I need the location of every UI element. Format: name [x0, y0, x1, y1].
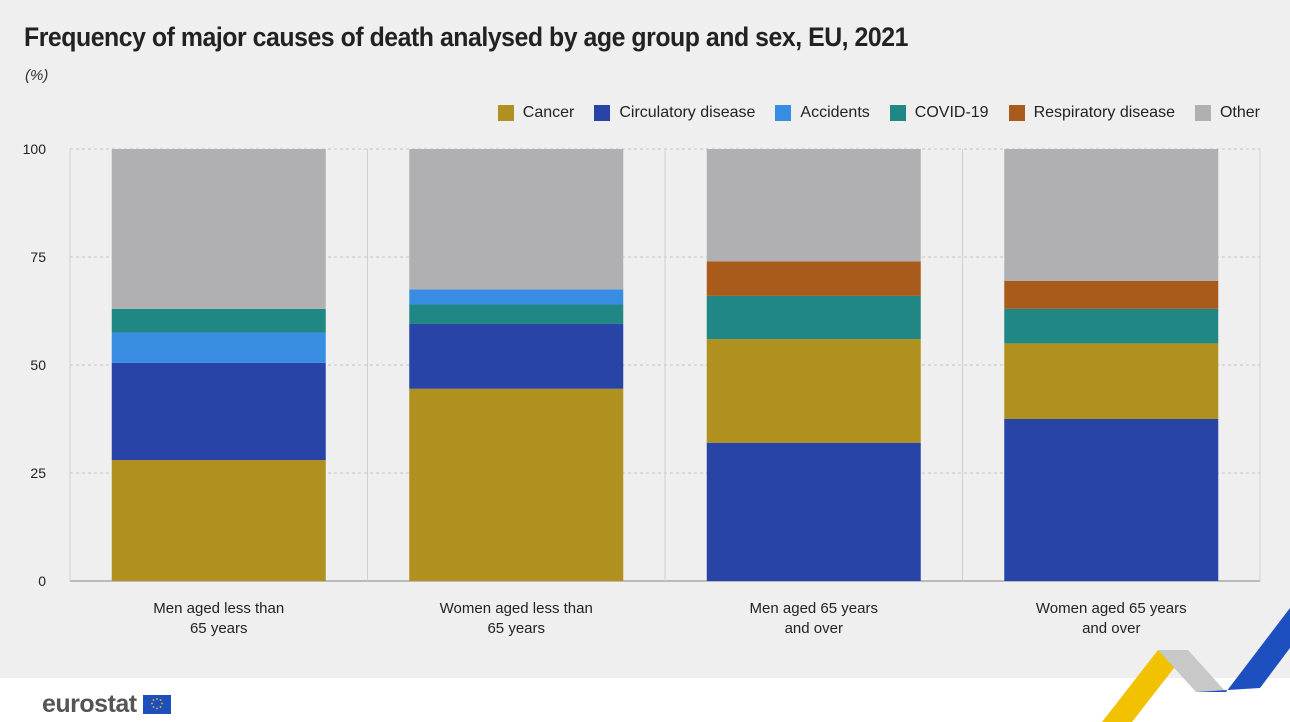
legend-swatch [497, 105, 514, 121]
bar-segment-other [111, 149, 326, 309]
bar-segment-circulatory-disease [706, 442, 921, 581]
eu-flag-icon [142, 695, 171, 714]
bar-segment-accidents [409, 289, 624, 305]
bar-segment-cancer [1004, 343, 1219, 419]
legend-item-covid-19: COVID-19 [889, 104, 989, 122]
legend-label: COVID-19 [914, 104, 989, 121]
bar-segment-circulatory-disease [111, 362, 326, 461]
legend-swatch [594, 105, 611, 121]
bar-segment-circulatory-disease [409, 323, 624, 389]
chart-title: Frequency of major causes of death analy… [24, 22, 908, 52]
bar-segment-covid-19 [409, 304, 624, 324]
y-tick-label: 25 [30, 465, 46, 481]
legend-label: Cancer [522, 104, 575, 121]
ribbon-blue [1196, 608, 1290, 692]
bar-segment-accidents [111, 332, 326, 363]
x-category-label: Women aged 65 years [1036, 600, 1187, 617]
bar-segment-covid-19 [111, 308, 326, 333]
bar-segment-other [706, 149, 921, 262]
legend-item-cancer: Cancer [497, 104, 575, 122]
bar-segment-cancer [111, 460, 326, 581]
ribbon-grey [1158, 650, 1226, 692]
legend-label: Respiratory disease [1033, 104, 1175, 121]
legend-item-respiratory-disease: Respiratory disease [1008, 104, 1175, 122]
bar-segment-other [1004, 149, 1219, 281]
legend: Cancer Circulatory disease Accidents COVID-… [497, 104, 1260, 122]
eurostat-logo: eurostat [42, 690, 171, 719]
bar-segment-covid-19 [1004, 308, 1219, 344]
stacked-bar-chart: 0 25 50 75 100 Men aged less than 65 years Wome… [23, 141, 1261, 637]
legend-item-accidents: Accidents [775, 104, 870, 122]
y-tick-label: 100 [23, 141, 47, 157]
legend-swatch [889, 105, 906, 121]
y-tick-label: 75 [30, 249, 46, 265]
logo-text: eurostat [42, 690, 137, 718]
legend-item-other: Other [1194, 104, 1260, 122]
legend-swatch [1008, 105, 1025, 121]
legend-swatch [775, 105, 792, 121]
legend-label: Circulatory disease [619, 104, 756, 121]
x-category-label: Men aged less than [153, 600, 284, 617]
ribbon-yellow [1102, 650, 1188, 722]
y-tick-label: 50 [30, 357, 46, 373]
legend-label: Accidents [800, 104, 870, 121]
y-tick-label: 0 [38, 573, 46, 589]
x-category-label: Men aged 65 years [750, 600, 878, 617]
axis-labels: 0 25 50 75 100 Men aged less than 65 years Wome… [23, 141, 1187, 637]
legend-label: Other [1219, 104, 1260, 121]
x-category-label: and over [785, 620, 843, 637]
x-category-label: Women aged less than [440, 600, 593, 617]
bar-segment-respiratory-disease [706, 261, 921, 296]
footer [0, 678, 1290, 722]
x-category-label: 65 years [487, 620, 545, 637]
bar-segment-covid-19 [706, 295, 921, 340]
legend-swatch [1194, 105, 1211, 121]
bar-segment-circulatory-disease [1004, 419, 1219, 581]
brand-ribbon-decoration [1102, 608, 1290, 722]
bar-segment-cancer [409, 388, 624, 581]
bar-segment-cancer [706, 339, 921, 443]
bar-segment-other [409, 149, 624, 290]
bars [111, 149, 1219, 581]
unit-label: (%) [25, 67, 49, 84]
x-category-label: and over [1082, 620, 1140, 637]
x-category-label: 65 years [190, 620, 248, 637]
bar-segment-respiratory-disease [1004, 280, 1219, 309]
legend-item-circulatory-disease: Circulatory disease [594, 104, 755, 122]
